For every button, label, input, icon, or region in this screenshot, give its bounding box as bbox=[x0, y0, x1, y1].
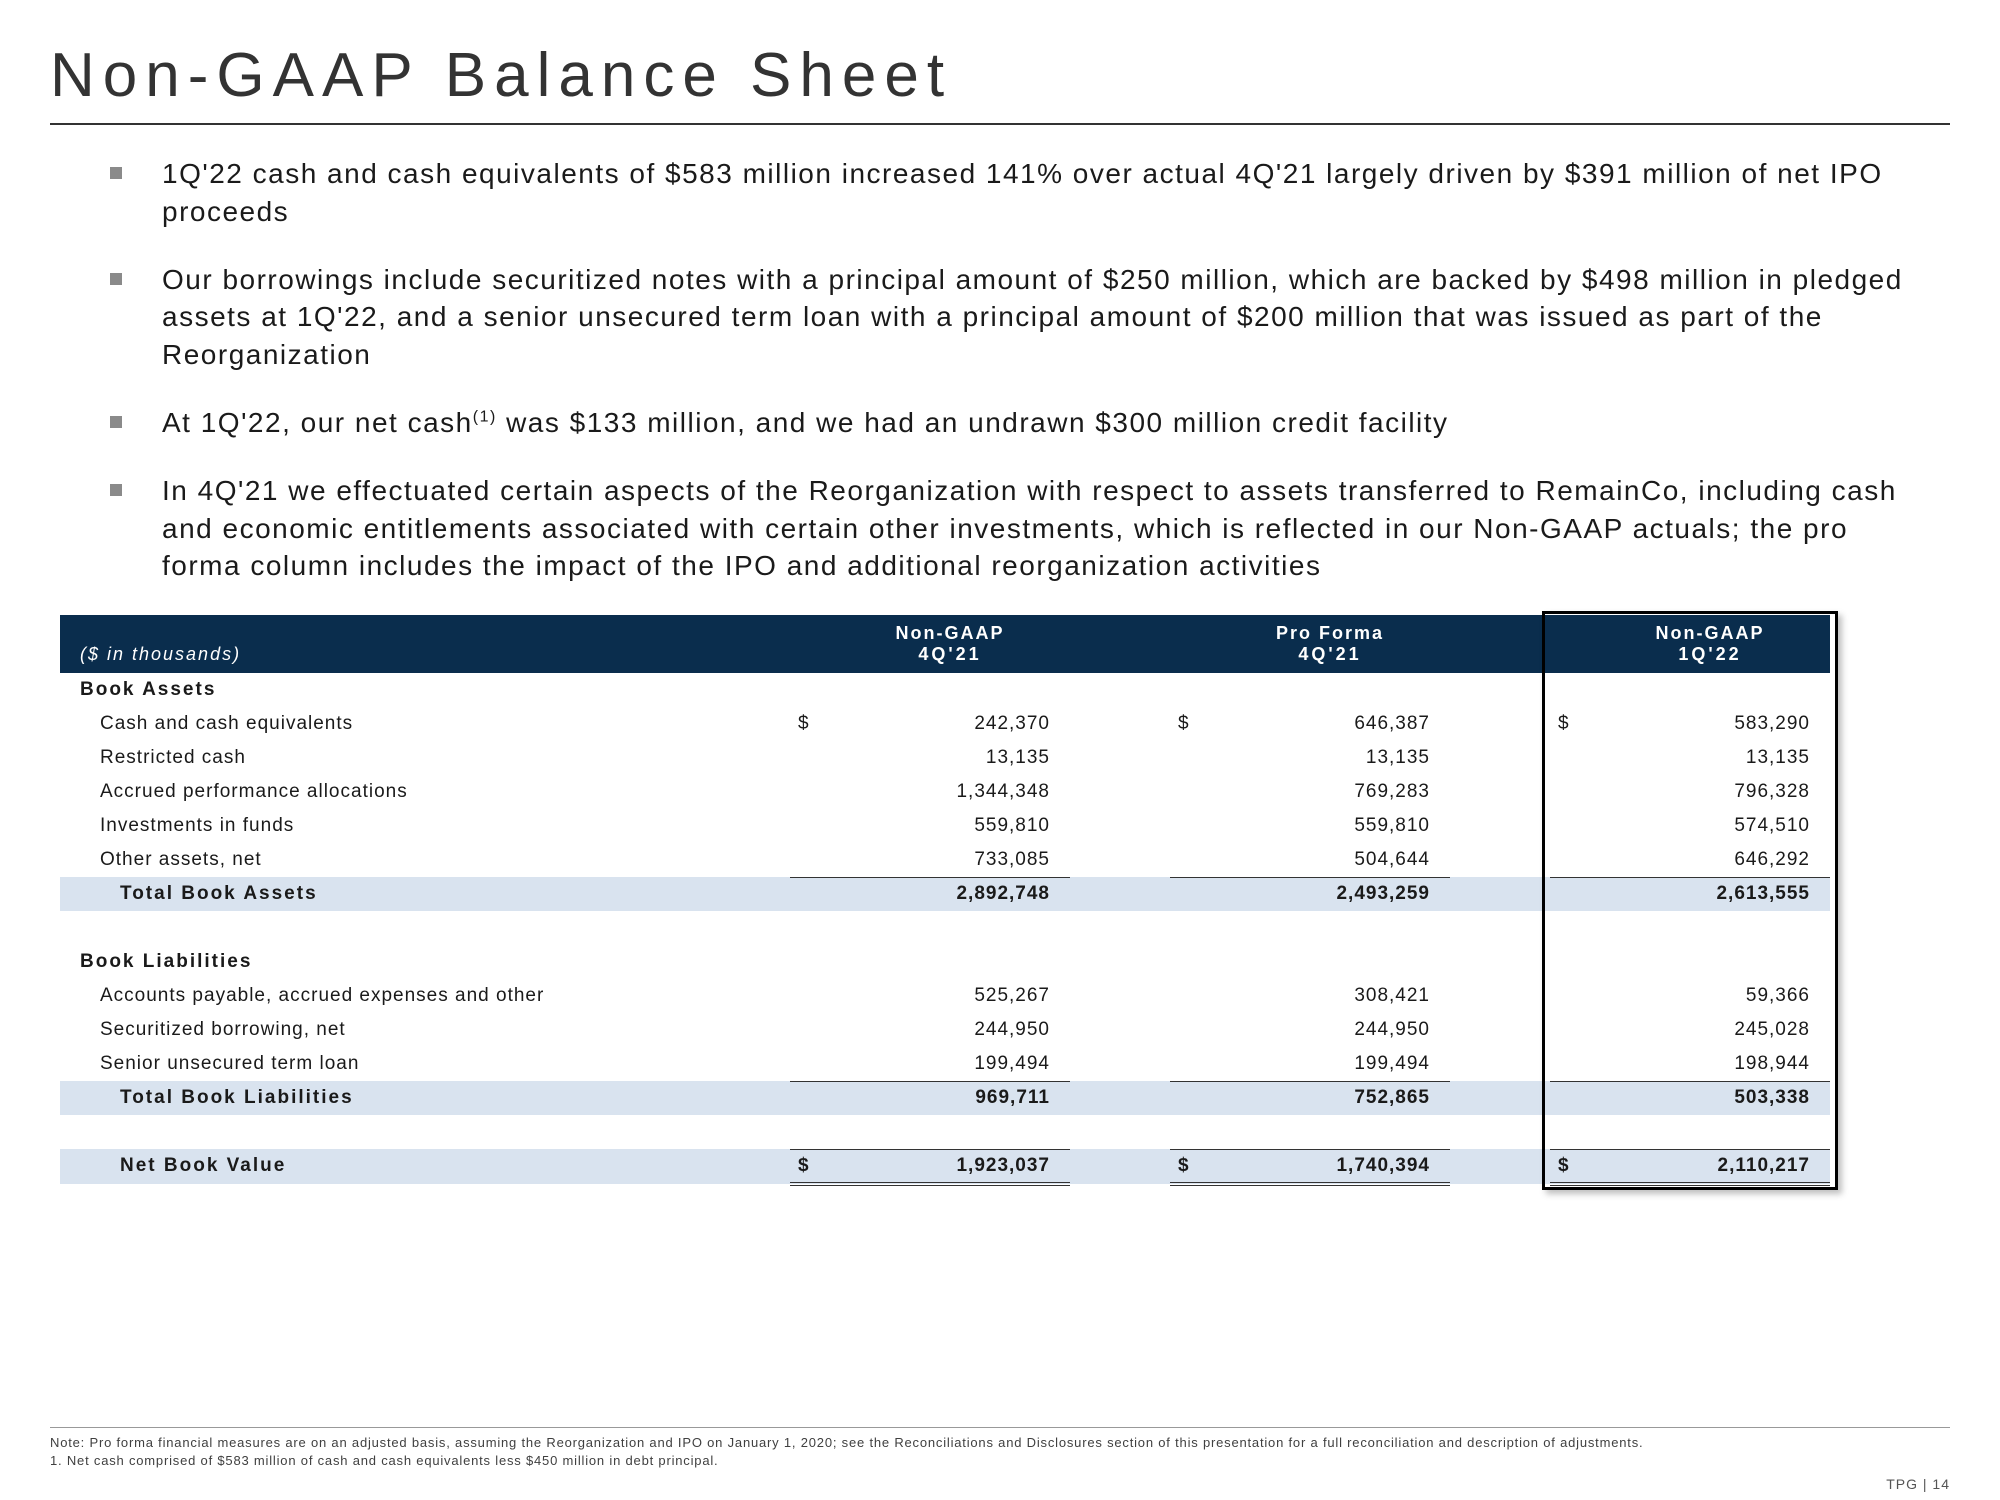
cell-value: 559,810 bbox=[830, 809, 1070, 843]
table-row: Accrued performance allocations 1,344,348… bbox=[60, 775, 1940, 809]
row-label: Net Book Value bbox=[60, 1149, 790, 1184]
cell-value: 13,135 bbox=[1590, 741, 1830, 775]
table-row: Securitized borrowing, net 244,950 244,950… bbox=[60, 1013, 1940, 1047]
table-head: ($ in thousands) Non-GAAP4Q'21 Pro Forma4Q… bbox=[60, 615, 1940, 673]
bullet-text: Our borrowings include securitized notes… bbox=[162, 261, 1920, 374]
cell-value bbox=[830, 945, 1070, 979]
bullet-item: Our borrowings include securitized notes… bbox=[110, 261, 1920, 374]
cell-value: 574,510 bbox=[1590, 809, 1830, 843]
cell-value: 646,292 bbox=[1590, 843, 1830, 877]
cell-value: 752,865 bbox=[1210, 1081, 1450, 1115]
table-row: Total Book Assets 2,892,748 2,493,259 2,613… bbox=[60, 877, 1940, 911]
row-label: Total Book Liabilities bbox=[60, 1081, 790, 1115]
cell-value bbox=[830, 673, 1070, 707]
bullet-marker bbox=[110, 484, 122, 496]
row-label: Other assets, net bbox=[60, 843, 790, 877]
row-label: Investments in funds bbox=[60, 809, 790, 843]
footnote-line: 1. Net cash comprised of $583 million of… bbox=[50, 1452, 1950, 1470]
cell-value: 646,387 bbox=[1210, 707, 1450, 741]
spacer-row bbox=[60, 1115, 1940, 1149]
bullet-item: 1Q'22 cash and cash equivalents of $583 … bbox=[110, 155, 1920, 231]
cell-value: 199,494 bbox=[1210, 1047, 1450, 1081]
bullet-list: 1Q'22 cash and cash equivalents of $583 … bbox=[110, 155, 1920, 585]
bullet-marker bbox=[110, 167, 122, 179]
cell-value: 1,344,348 bbox=[830, 775, 1070, 809]
table-row: Book Assets bbox=[60, 673, 1940, 707]
cell-value: 2,892,748 bbox=[830, 877, 1070, 911]
footnote-line: Note: Pro forma financial measures are o… bbox=[50, 1434, 1950, 1452]
page-footer: TPG | 14 bbox=[1886, 1476, 1950, 1492]
table-row: Cash and cash equivalents$242,370$646,38… bbox=[60, 707, 1940, 741]
cell-value: 769,283 bbox=[1210, 775, 1450, 809]
cell-value: 2,613,555 bbox=[1590, 877, 1830, 911]
cell-value: 969,711 bbox=[830, 1081, 1070, 1115]
row-label: Book Liabilities bbox=[60, 945, 790, 979]
cell-value bbox=[1590, 673, 1830, 707]
cell-value: 13,135 bbox=[1210, 741, 1450, 775]
row-label: Cash and cash equivalents bbox=[60, 707, 790, 741]
row-label: Securitized borrowing, net bbox=[60, 1013, 790, 1047]
row-label: Total Book Assets bbox=[60, 877, 790, 911]
table-row: Total Book Liabilities 969,711 752,865 503,… bbox=[60, 1081, 1940, 1115]
page-title: Non-GAAP Balance Sheet bbox=[50, 40, 1950, 125]
cell-value: 503,338 bbox=[1590, 1081, 1830, 1115]
cell-value: 504,644 bbox=[1210, 843, 1450, 877]
cell-value: 2,493,259 bbox=[1210, 877, 1450, 911]
table-body: Book AssetsCash and cash equivalents$242… bbox=[60, 673, 1940, 1184]
table-corner-label: ($ in thousands) bbox=[60, 615, 790, 673]
cell-value: 245,028 bbox=[1590, 1013, 1830, 1047]
spacer-row bbox=[60, 911, 1940, 945]
cell-value: 244,950 bbox=[830, 1013, 1070, 1047]
col-header: Pro Forma4Q'21 bbox=[1210, 615, 1450, 673]
table-row: Net Book Value$1,923,037$1,740,394$2,110… bbox=[60, 1149, 1940, 1184]
row-label: Accrued performance allocations bbox=[60, 775, 790, 809]
row-label: Restricted cash bbox=[60, 741, 790, 775]
table-row: Other assets, net 733,085 504,644 646,292 bbox=[60, 843, 1940, 877]
cell-value: 2,110,217 bbox=[1590, 1149, 1830, 1184]
row-label: Accounts payable, accrued expenses and o… bbox=[60, 979, 790, 1013]
balance-sheet-table-wrap: ($ in thousands) Non-GAAP4Q'21 Pro Forma4Q… bbox=[60, 615, 1940, 1186]
row-label: Book Assets bbox=[60, 673, 790, 707]
cell-value: 308,421 bbox=[1210, 979, 1450, 1013]
cell-value: 242,370 bbox=[830, 707, 1070, 741]
col-header: Non-GAAP1Q'22 bbox=[1590, 615, 1830, 673]
cell-value: 13,135 bbox=[830, 741, 1070, 775]
cell-value bbox=[1210, 673, 1450, 707]
footnotes: Note: Pro forma financial measures are o… bbox=[50, 1427, 1950, 1470]
table-row: Restricted cash 13,135 13,135 13,135 bbox=[60, 741, 1940, 775]
cell-value: 525,267 bbox=[830, 979, 1070, 1013]
col-header: Non-GAAP4Q'21 bbox=[830, 615, 1070, 673]
bullet-text: 1Q'22 cash and cash equivalents of $583 … bbox=[162, 155, 1920, 231]
bullet-marker bbox=[110, 273, 122, 285]
cell-value: 733,085 bbox=[830, 843, 1070, 877]
cell-value: 1,740,394 bbox=[1210, 1149, 1450, 1184]
bullet-item: At 1Q'22, our net cash(1) was $133 milli… bbox=[110, 404, 1920, 442]
cell-value: 199,494 bbox=[830, 1047, 1070, 1081]
cell-value: 559,810 bbox=[1210, 809, 1450, 843]
bullet-item: In 4Q'21 we effectuated certain aspects … bbox=[110, 472, 1920, 585]
bullet-marker bbox=[110, 416, 122, 428]
cell-value: 244,950 bbox=[1210, 1013, 1450, 1047]
cell-value: 583,290 bbox=[1590, 707, 1830, 741]
table-row: Book Liabilities bbox=[60, 945, 1940, 979]
bullet-text: In 4Q'21 we effectuated certain aspects … bbox=[162, 472, 1920, 585]
cell-value bbox=[1590, 945, 1830, 979]
row-label: Senior unsecured term loan bbox=[60, 1047, 790, 1081]
cell-value: 59,366 bbox=[1590, 979, 1830, 1013]
cell-value: 1,923,037 bbox=[830, 1149, 1070, 1184]
bullet-text: At 1Q'22, our net cash(1) was $133 milli… bbox=[162, 404, 1449, 442]
table-row: Investments in funds 559,810 559,810 574,51… bbox=[60, 809, 1940, 843]
balance-sheet-table: ($ in thousands) Non-GAAP4Q'21 Pro Forma4Q… bbox=[60, 615, 1940, 1186]
table-row: Accounts payable, accrued expenses and o… bbox=[60, 979, 1940, 1013]
cell-value: 796,328 bbox=[1590, 775, 1830, 809]
cell-value: 198,944 bbox=[1590, 1047, 1830, 1081]
cell-value bbox=[1210, 945, 1450, 979]
table-row: Senior unsecured term loan 199,494 199,494… bbox=[60, 1047, 1940, 1081]
